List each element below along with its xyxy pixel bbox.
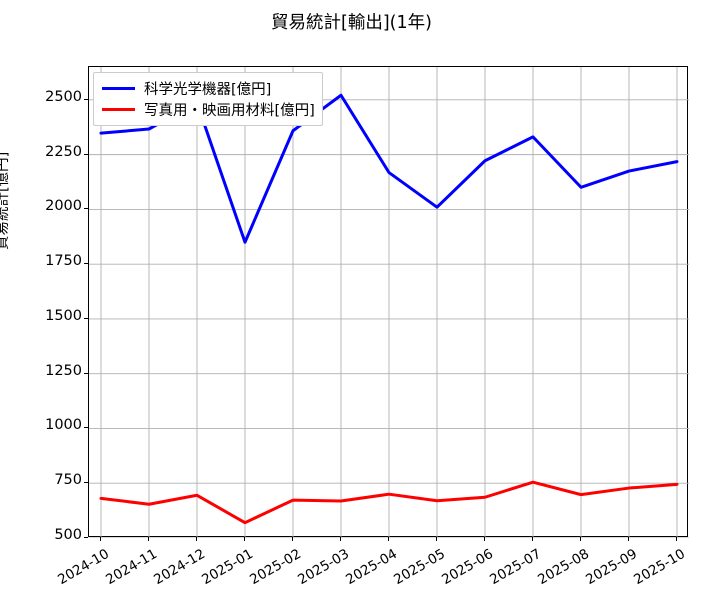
y-tick-mark bbox=[84, 153, 88, 155]
plot-area bbox=[88, 66, 689, 538]
x-tick-mark bbox=[436, 537, 437, 541]
y-tick-mark bbox=[84, 537, 88, 538]
y-tick-mark bbox=[84, 98, 88, 100]
chart-title: 貿易統計[輸出](1年) bbox=[271, 13, 432, 33]
y-tick-label: 1000 bbox=[45, 417, 82, 434]
y-tick-label: 750 bbox=[54, 472, 82, 489]
y-axis-tick-marks bbox=[0, 66, 88, 538]
y-tick-mark bbox=[84, 372, 88, 374]
x-tick-mark bbox=[580, 537, 581, 541]
legend-item-1: 写真用・映画用材料[億円] bbox=[100, 99, 315, 120]
y-tick-label: 2250 bbox=[45, 143, 82, 160]
x-tick-mark bbox=[388, 537, 389, 541]
grid-lines bbox=[89, 67, 689, 538]
x-tick-mark bbox=[148, 537, 149, 541]
legend-item-0: 科学光学機器[億円] bbox=[100, 78, 315, 99]
y-tick-mark bbox=[84, 482, 88, 484]
x-tick-mark bbox=[196, 537, 197, 541]
x-tick-mark bbox=[244, 537, 245, 541]
x-tick-mark bbox=[100, 537, 101, 541]
x-axis-tick-labels: 2024-10 2024-11 2024-12 2025-01 2025-02 2025-… bbox=[0, 537, 703, 602]
x-tick-mark bbox=[628, 537, 629, 541]
x-tick-mark bbox=[532, 537, 533, 541]
y-tick-label: 500 bbox=[54, 527, 82, 543]
x-tick-mark bbox=[484, 537, 485, 541]
legend-label-0: 科学光学機器[億円] bbox=[144, 82, 272, 98]
y-axis-tick-labels: 500 750 1000 1250 1500 1750 2000 2250 2500 bbox=[0, 66, 82, 543]
x-tick-mark bbox=[676, 537, 677, 541]
y-tick-label: 1500 bbox=[45, 307, 82, 324]
legend-swatch-blue-icon bbox=[102, 87, 135, 90]
x-axis-tick-marks bbox=[88, 537, 688, 543]
x-tick-mark bbox=[340, 537, 341, 541]
chart-legend: 科学光学機器[億円] 写真用・映画用材料[億円] bbox=[93, 72, 323, 126]
y-tick-mark bbox=[84, 317, 88, 319]
y-tick-mark bbox=[84, 208, 88, 210]
data-series-lines bbox=[99, 93, 679, 525]
y-tick-mark bbox=[84, 427, 88, 429]
y-tick-label: 1250 bbox=[45, 362, 82, 379]
series-line-1 bbox=[99, 480, 679, 525]
y-tick-label: 1750 bbox=[45, 253, 82, 270]
y-tick-label: 2000 bbox=[45, 198, 82, 215]
legend-label-1: 写真用・映画用材料[億円] bbox=[144, 103, 315, 119]
y-tick-mark bbox=[84, 263, 88, 265]
y-tick-label: 2500 bbox=[45, 88, 82, 105]
legend-swatch-red-icon bbox=[102, 108, 135, 111]
x-tick-mark bbox=[292, 537, 293, 541]
